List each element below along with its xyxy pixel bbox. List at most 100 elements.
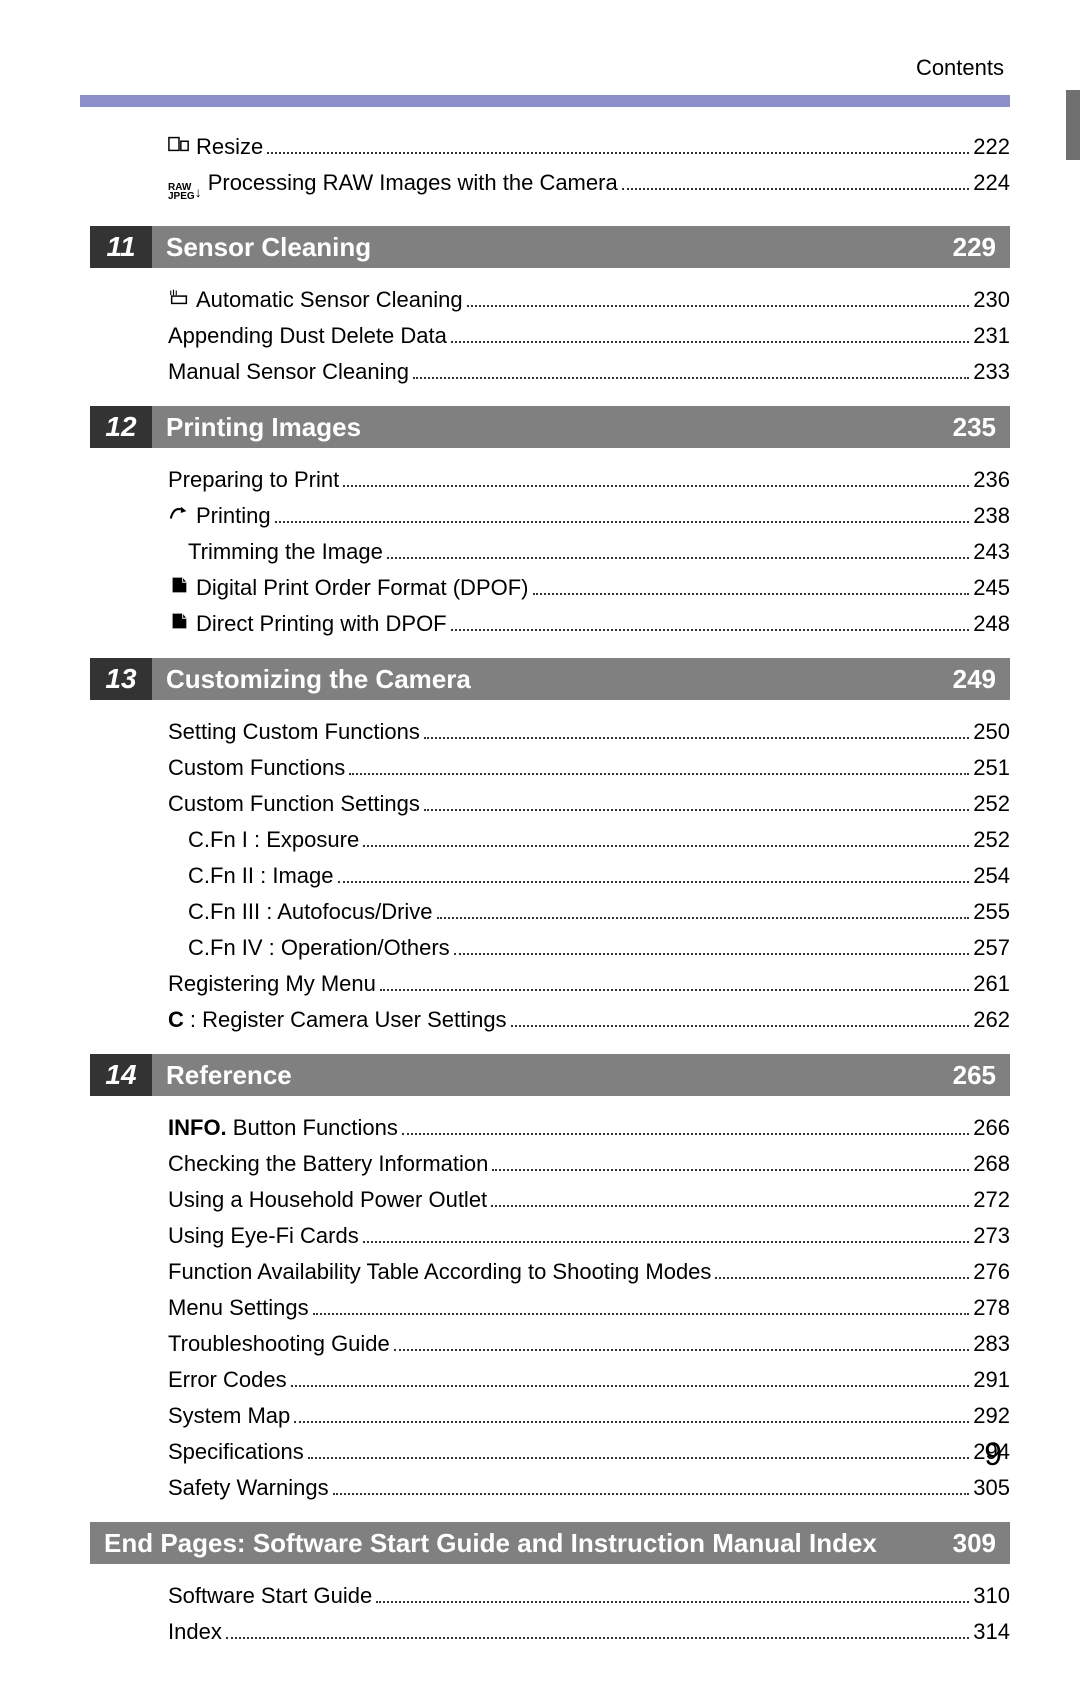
toc-entry[interactable]: Custom Function Settings252 bbox=[168, 786, 1010, 822]
toc-label: Direct Printing with DPOF bbox=[196, 606, 447, 642]
toc-entry[interactable]: Software Start Guide310 bbox=[168, 1578, 1010, 1614]
sensor-clean-icon bbox=[168, 287, 190, 307]
section-page: 235 bbox=[953, 412, 996, 443]
toc-page: 251 bbox=[973, 750, 1010, 786]
toc-label: System Map bbox=[168, 1398, 290, 1434]
toc-page: 224 bbox=[973, 165, 1010, 201]
section-header: 11Sensor Cleaning229 bbox=[90, 226, 1010, 268]
toc-page: 314 bbox=[973, 1614, 1010, 1650]
toc-page: 291 bbox=[973, 1362, 1010, 1398]
toc-entry[interactable]: C : Register Camera User Settings262 bbox=[168, 1002, 1010, 1038]
toc-entry[interactable]: Checking the Battery Information268 bbox=[168, 1146, 1010, 1182]
toc-page: 233 bbox=[973, 354, 1010, 390]
section-title-text: Reference bbox=[166, 1060, 292, 1091]
toc-label: INFO. Button Functions bbox=[168, 1110, 398, 1146]
toc-page: 276 bbox=[973, 1254, 1010, 1290]
toc-label: Setting Custom Functions bbox=[168, 714, 420, 750]
section-title-text: End Pages: Software Start Guide and Inst… bbox=[104, 1528, 877, 1559]
toc-label: Specifications bbox=[168, 1434, 304, 1470]
dot-leader bbox=[308, 1457, 970, 1459]
toc-label: Troubleshooting Guide bbox=[168, 1326, 390, 1362]
toc-entry[interactable]: Specifications294 bbox=[168, 1434, 1010, 1470]
dot-leader bbox=[333, 1493, 970, 1495]
dpof-icon bbox=[168, 575, 190, 595]
toc-entry[interactable]: Using a Household Power Outlet272 bbox=[168, 1182, 1010, 1218]
toc-label: C.Fn II : Image bbox=[188, 858, 334, 894]
toc-page: 252 bbox=[973, 822, 1010, 858]
section-number: 13 bbox=[90, 658, 152, 700]
dot-leader bbox=[313, 1313, 970, 1315]
dot-leader bbox=[424, 809, 969, 811]
section-page: 265 bbox=[953, 1060, 996, 1091]
section-title: Customizing the Camera249 bbox=[152, 658, 1010, 700]
dot-leader bbox=[387, 557, 969, 559]
toc-entry[interactable]: RAWJPEG↓ Processing RAW Images with the … bbox=[168, 165, 1010, 210]
toc-entry[interactable]: C.Fn II : Image 254 bbox=[188, 858, 1010, 894]
toc-entry[interactable]: Trimming the Image 243 bbox=[188, 534, 1010, 570]
dot-leader bbox=[376, 1601, 969, 1603]
toc-entry[interactable]: C.Fn IV : Operation/Others257 bbox=[188, 930, 1010, 966]
toc-page: 283 bbox=[973, 1326, 1010, 1362]
dot-leader bbox=[291, 1385, 970, 1387]
toc-label: Automatic Sensor Cleaning bbox=[196, 282, 463, 318]
print-icon bbox=[168, 503, 190, 523]
toc-label: Processing RAW Images with the Camera bbox=[208, 165, 618, 201]
dot-leader bbox=[363, 1241, 970, 1243]
dot-leader bbox=[226, 1637, 969, 1639]
section-header: 14Reference265 bbox=[90, 1054, 1010, 1096]
toc-page: 273 bbox=[973, 1218, 1010, 1254]
toc-entry[interactable]: Direct Printing with DPOF248 bbox=[168, 606, 1010, 642]
page-header: Contents bbox=[90, 55, 1010, 81]
toc-entry[interactable]: C.Fn III : Autofocus/Drive 255 bbox=[188, 894, 1010, 930]
toc-entry[interactable]: INFO. Button Functions 266 bbox=[168, 1110, 1010, 1146]
toc-page: 266 bbox=[973, 1110, 1010, 1146]
toc-entry[interactable]: Manual Sensor Cleaning233 bbox=[168, 354, 1010, 390]
dot-leader bbox=[394, 1349, 970, 1351]
resize-icon bbox=[168, 134, 190, 154]
dot-leader bbox=[294, 1421, 969, 1423]
toc-page: 245 bbox=[973, 570, 1010, 606]
dot-leader bbox=[267, 152, 969, 154]
section-header: End Pages: Software Start Guide and Inst… bbox=[90, 1522, 1010, 1564]
toc-entry[interactable]: Using Eye-Fi Cards 273 bbox=[168, 1218, 1010, 1254]
dot-leader bbox=[492, 1169, 969, 1171]
toc-label: Using a Household Power Outlet bbox=[168, 1182, 487, 1218]
toc-body: Resize222RAWJPEG↓ Processing RAW Images … bbox=[90, 129, 1010, 1650]
toc-entry[interactable]: System Map 292 bbox=[168, 1398, 1010, 1434]
toc-entry[interactable]: Digital Print Order Format (DPOF) 245 bbox=[168, 570, 1010, 606]
toc-label: Trimming the Image bbox=[188, 534, 383, 570]
toc-label: Digital Print Order Format (DPOF) bbox=[196, 570, 529, 606]
dot-leader bbox=[454, 953, 970, 955]
toc-page: 243 bbox=[973, 534, 1010, 570]
toc-entry[interactable]: Error Codes291 bbox=[168, 1362, 1010, 1398]
toc-entry[interactable]: Index314 bbox=[168, 1614, 1010, 1650]
toc-entry[interactable]: Troubleshooting Guide 283 bbox=[168, 1326, 1010, 1362]
toc-entry[interactable]: Menu Settings278 bbox=[168, 1290, 1010, 1326]
toc-page: 254 bbox=[973, 858, 1010, 894]
toc-label: Using Eye-Fi Cards bbox=[168, 1218, 359, 1254]
toc-entry[interactable]: Automatic Sensor Cleaning230 bbox=[168, 282, 1010, 318]
toc-entry[interactable]: Function Availability Table According to… bbox=[168, 1254, 1010, 1290]
toc-page: 278 bbox=[973, 1290, 1010, 1326]
toc-entry[interactable]: Preparing to Print236 bbox=[168, 462, 1010, 498]
section-header: 12Printing Images235 bbox=[90, 406, 1010, 448]
dot-leader bbox=[349, 773, 969, 775]
toc-label: C.Fn III : Autofocus/Drive bbox=[188, 894, 433, 930]
toc-page: 305 bbox=[973, 1470, 1010, 1506]
toc-page: 292 bbox=[973, 1398, 1010, 1434]
dpof-icon bbox=[168, 611, 190, 631]
toc-entry[interactable]: Printing238 bbox=[168, 498, 1010, 534]
dot-leader bbox=[380, 989, 969, 991]
section-header: 13Customizing the Camera249 bbox=[90, 658, 1010, 700]
toc-entry[interactable]: Registering My Menu261 bbox=[168, 966, 1010, 1002]
toc-entry[interactable]: Custom Functions251 bbox=[168, 750, 1010, 786]
toc-entry[interactable]: C.Fn I : Exposure252 bbox=[188, 822, 1010, 858]
toc-entry[interactable]: Safety Warnings305 bbox=[168, 1470, 1010, 1506]
toc-label: Appending Dust Delete Data bbox=[168, 318, 447, 354]
toc-entry[interactable]: Setting Custom Functions 250 bbox=[168, 714, 1010, 750]
toc-entry[interactable]: Appending Dust Delete Data231 bbox=[168, 318, 1010, 354]
toc-entry[interactable]: Resize222 bbox=[168, 129, 1010, 165]
section-title: Sensor Cleaning229 bbox=[152, 226, 1010, 268]
toc-page: 250 bbox=[973, 714, 1010, 750]
toc-page: 255 bbox=[973, 894, 1010, 930]
